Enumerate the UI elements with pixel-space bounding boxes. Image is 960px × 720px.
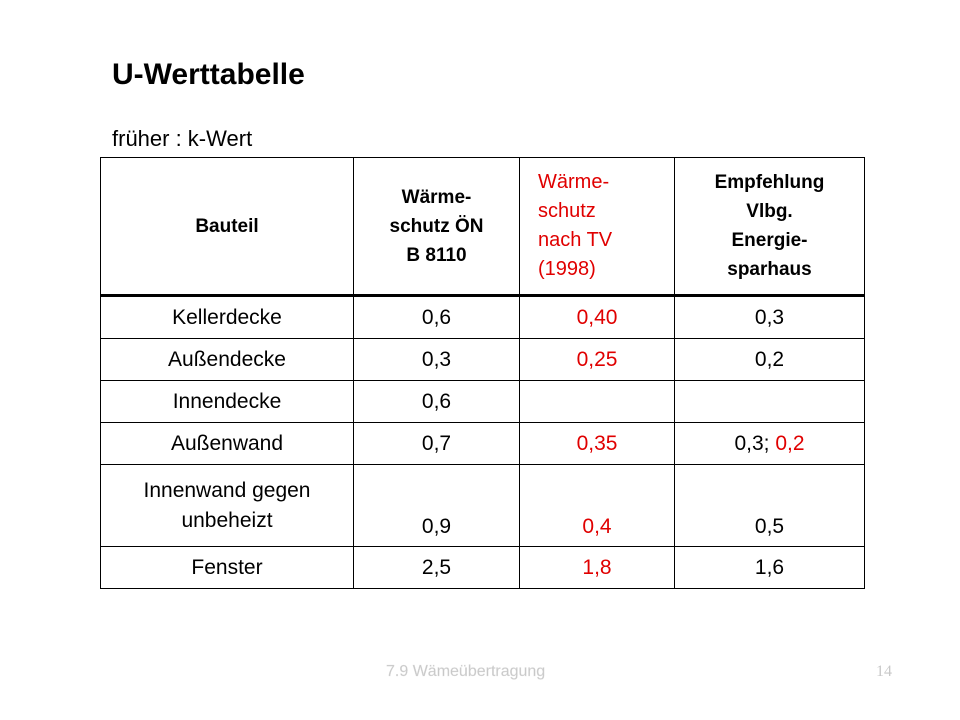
header-empfehlung: Empfehlung Vlbg. Energie- sparhaus [674, 157, 865, 297]
cell-tv [519, 380, 675, 423]
table-row: Außenwand 0,7 0,35 0,3; 0,2 [100, 422, 865, 465]
cell-oen: 0,3 [353, 338, 520, 381]
cell-empfehlung: 0,2 [674, 338, 865, 381]
table-row: Fenster 2,5 1,8 1,6 [100, 546, 865, 589]
cell-oen: 2,5 [353, 546, 520, 589]
cell-bauteil: Außenwand [100, 422, 354, 465]
footer-page-number: 14 [876, 663, 892, 680]
page-subtitle: früher : k-Wert [112, 126, 253, 151]
cell-oen: 0,7 [353, 422, 520, 465]
cell-empfehlung: 0,3 [674, 295, 865, 339]
cell-empfehlung-value: 0,2 [754, 347, 785, 371]
table-header-row: Bauteil Wärme- schutz ÖN B 8110 Wärme- s… [100, 157, 865, 297]
table-row: Innendecke 0,6 [100, 380, 865, 423]
cell-bauteil: Innenwand gegen unbeheizt [100, 464, 354, 547]
cell-empfehlung: 1,6 [674, 546, 865, 589]
cell-empfehlung-value: 0,3; [734, 431, 776, 455]
cell-bauteil: Kellerdecke [100, 295, 354, 339]
cell-bauteil: Fenster [100, 546, 354, 589]
table-row: Innenwand gegen unbeheizt 0,9 0,4 0,5 [100, 464, 865, 547]
cell-bauteil: Außendecke [100, 338, 354, 381]
cell-tv: 0,35 [519, 422, 675, 465]
cell-empfehlung-value: 0,5 [754, 515, 785, 538]
cell-oen: 0,6 [353, 380, 520, 423]
cell-tv: 0,25 [519, 338, 675, 381]
cell-empfehlung: 0,5 [674, 464, 865, 547]
cell-tv: 0,40 [519, 295, 675, 339]
header-tv-1998: Wärme- schutz nach TV (1998) [519, 157, 675, 297]
cell-empfehlung: 0,3; 0,2 [674, 422, 865, 465]
table-row: Kellerdecke 0,6 0,40 0,3 [100, 295, 865, 339]
page-title: U-Werttabelle [112, 58, 305, 91]
cell-tv: 1,8 [519, 546, 675, 589]
u-value-table: Bauteil Wärme- schutz ÖN B 8110 Wärme- s… [100, 157, 865, 589]
footer-section-label: 7.9 Wämeübertragung [386, 663, 546, 680]
cell-empfehlung-value: 0,3 [754, 305, 785, 329]
table-row: Außendecke 0,3 0,25 0,2 [100, 338, 865, 381]
header-oen-b8110: Wärme- schutz ÖN B 8110 [353, 157, 520, 297]
header-bauteil: Bauteil [100, 157, 354, 297]
cell-tv: 0,4 [519, 464, 675, 547]
cell-empfehlung-value: 1,6 [754, 555, 785, 579]
cell-bauteil: Innendecke [100, 380, 354, 423]
cell-oen: 0,9 [353, 464, 520, 547]
cell-empfehlung [674, 380, 865, 423]
cell-oen: 0,6 [353, 295, 520, 339]
cell-empfehlung-red-value: 0,2 [775, 431, 805, 455]
